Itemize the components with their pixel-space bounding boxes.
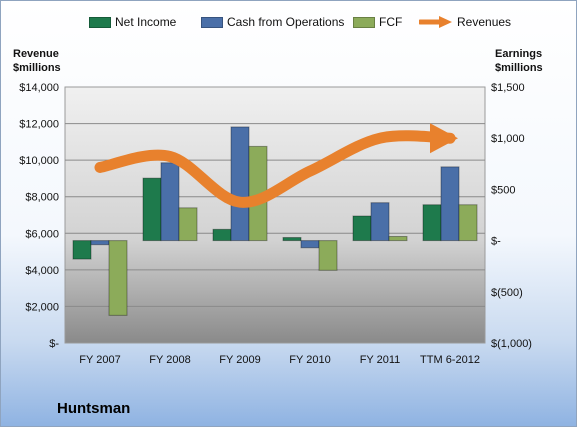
right-axis-tick-label: $(500) — [491, 287, 523, 299]
left-axis-tick-label: $2,000 — [25, 301, 59, 313]
left-axis-tick-label: $10,000 — [19, 155, 59, 167]
bar-net-income — [422, 204, 442, 242]
legend-label-revenues: Revenues — [457, 15, 512, 29]
left-axis-tick-label: $6,000 — [25, 228, 59, 240]
right-axis-title-line2: $millions — [495, 62, 543, 74]
bar-cash-from-operations — [230, 126, 250, 242]
legend-swatch-fcf — [353, 16, 375, 28]
bar-cash-from-operations — [160, 162, 180, 242]
right-axis-tick-label: $(1,000) — [491, 338, 532, 350]
bar-net-income — [352, 215, 372, 242]
x-axis-tick-label: FY 2010 — [289, 354, 330, 366]
right-axis-tick-label: $1,000 — [491, 133, 525, 145]
bar-net-income — [72, 240, 92, 260]
bar-cash-from-operations — [440, 166, 460, 242]
x-axis: FY 2007 FY 2008 FY 2009 FY 2010 FY 2011 TTM 6… — [79, 354, 480, 366]
right-axis-title-line1: Earnings — [495, 48, 543, 60]
right-axis-tick-label: $1,500 — [491, 82, 525, 94]
legend-label-cash-from-operations: Cash from Operations — [227, 15, 345, 29]
revenue-line — [94, 123, 458, 208]
x-axis-tick-label: FY 2008 — [149, 354, 190, 366]
left-axis-tick-label: $14,000 — [19, 82, 59, 94]
bar-fcf — [108, 240, 128, 316]
legend-swatch-net-income — [89, 16, 111, 28]
left-axis-tick-label: $8,000 — [25, 192, 59, 204]
right-axis: $(1,000) $(500) $- $500 $1,000 $1,500 — [491, 82, 532, 350]
plot-area — [64, 86, 486, 344]
legend-item-revenues: Revenues — [419, 15, 511, 29]
revenue-line-path — [94, 130, 456, 208]
bar-fcf — [388, 236, 408, 242]
left-axis: $- $2,000 $4,000 $6,000 $8,000 $10,000 $12,000… — [19, 82, 59, 350]
left-axis-title-line2: $millions — [13, 62, 61, 74]
bar-net-income — [282, 237, 302, 242]
legend: Net Income Cash from Operations FCF Reve… — [1, 15, 576, 35]
right-axis-tick-label: $- — [491, 236, 501, 248]
legend-arrow-icon — [419, 16, 452, 28]
bar-net-income — [142, 177, 162, 242]
bar-fcf — [178, 207, 198, 242]
bar-fcf — [318, 240, 338, 271]
bar-series — [72, 126, 478, 316]
legend-swatch-cash-from-operations — [201, 16, 223, 28]
bar-cash-from-operations — [370, 202, 390, 242]
left-axis-tick-label: $12,000 — [19, 119, 59, 131]
legend-item-net-income: Net Income — [89, 15, 176, 29]
x-axis-tick-label: FY 2011 — [360, 354, 401, 366]
x-axis-tick-label: FY 2007 — [79, 354, 120, 366]
bar-fcf — [458, 204, 478, 242]
right-axis-title: Earnings $millions — [495, 47, 543, 75]
left-axis-tick-label: $- — [49, 338, 59, 350]
x-axis-tick-label: TTM 6-2012 — [420, 354, 480, 366]
company-name: Huntsman — [57, 400, 131, 417]
bar-cash-from-operations — [90, 240, 110, 246]
bar-cash-from-operations — [300, 240, 320, 249]
bar-net-income — [212, 228, 232, 242]
x-axis-tick-label: FY 2009 — [219, 354, 260, 366]
left-axis-title: Revenue $millions — [13, 47, 61, 75]
right-axis-tick-label: $500 — [491, 184, 515, 196]
legend-label-net-income: Net Income — [115, 15, 177, 29]
legend-item-cash-from-operations: Cash from Operations — [201, 15, 344, 29]
left-axis-title-line1: Revenue — [13, 48, 59, 60]
left-axis-tick-label: $4,000 — [25, 265, 59, 277]
legend-label-fcf: FCF — [379, 15, 403, 29]
legend-item-fcf: FCF — [353, 15, 402, 29]
revenue-arrowhead — [430, 123, 458, 154]
